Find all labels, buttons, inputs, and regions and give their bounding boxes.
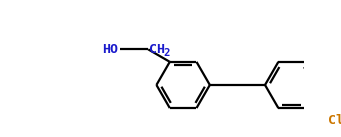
Text: CH: CH bbox=[149, 43, 165, 56]
Text: HO: HO bbox=[102, 43, 118, 56]
Text: 2: 2 bbox=[163, 48, 169, 58]
Text: Cl: Cl bbox=[328, 114, 341, 127]
